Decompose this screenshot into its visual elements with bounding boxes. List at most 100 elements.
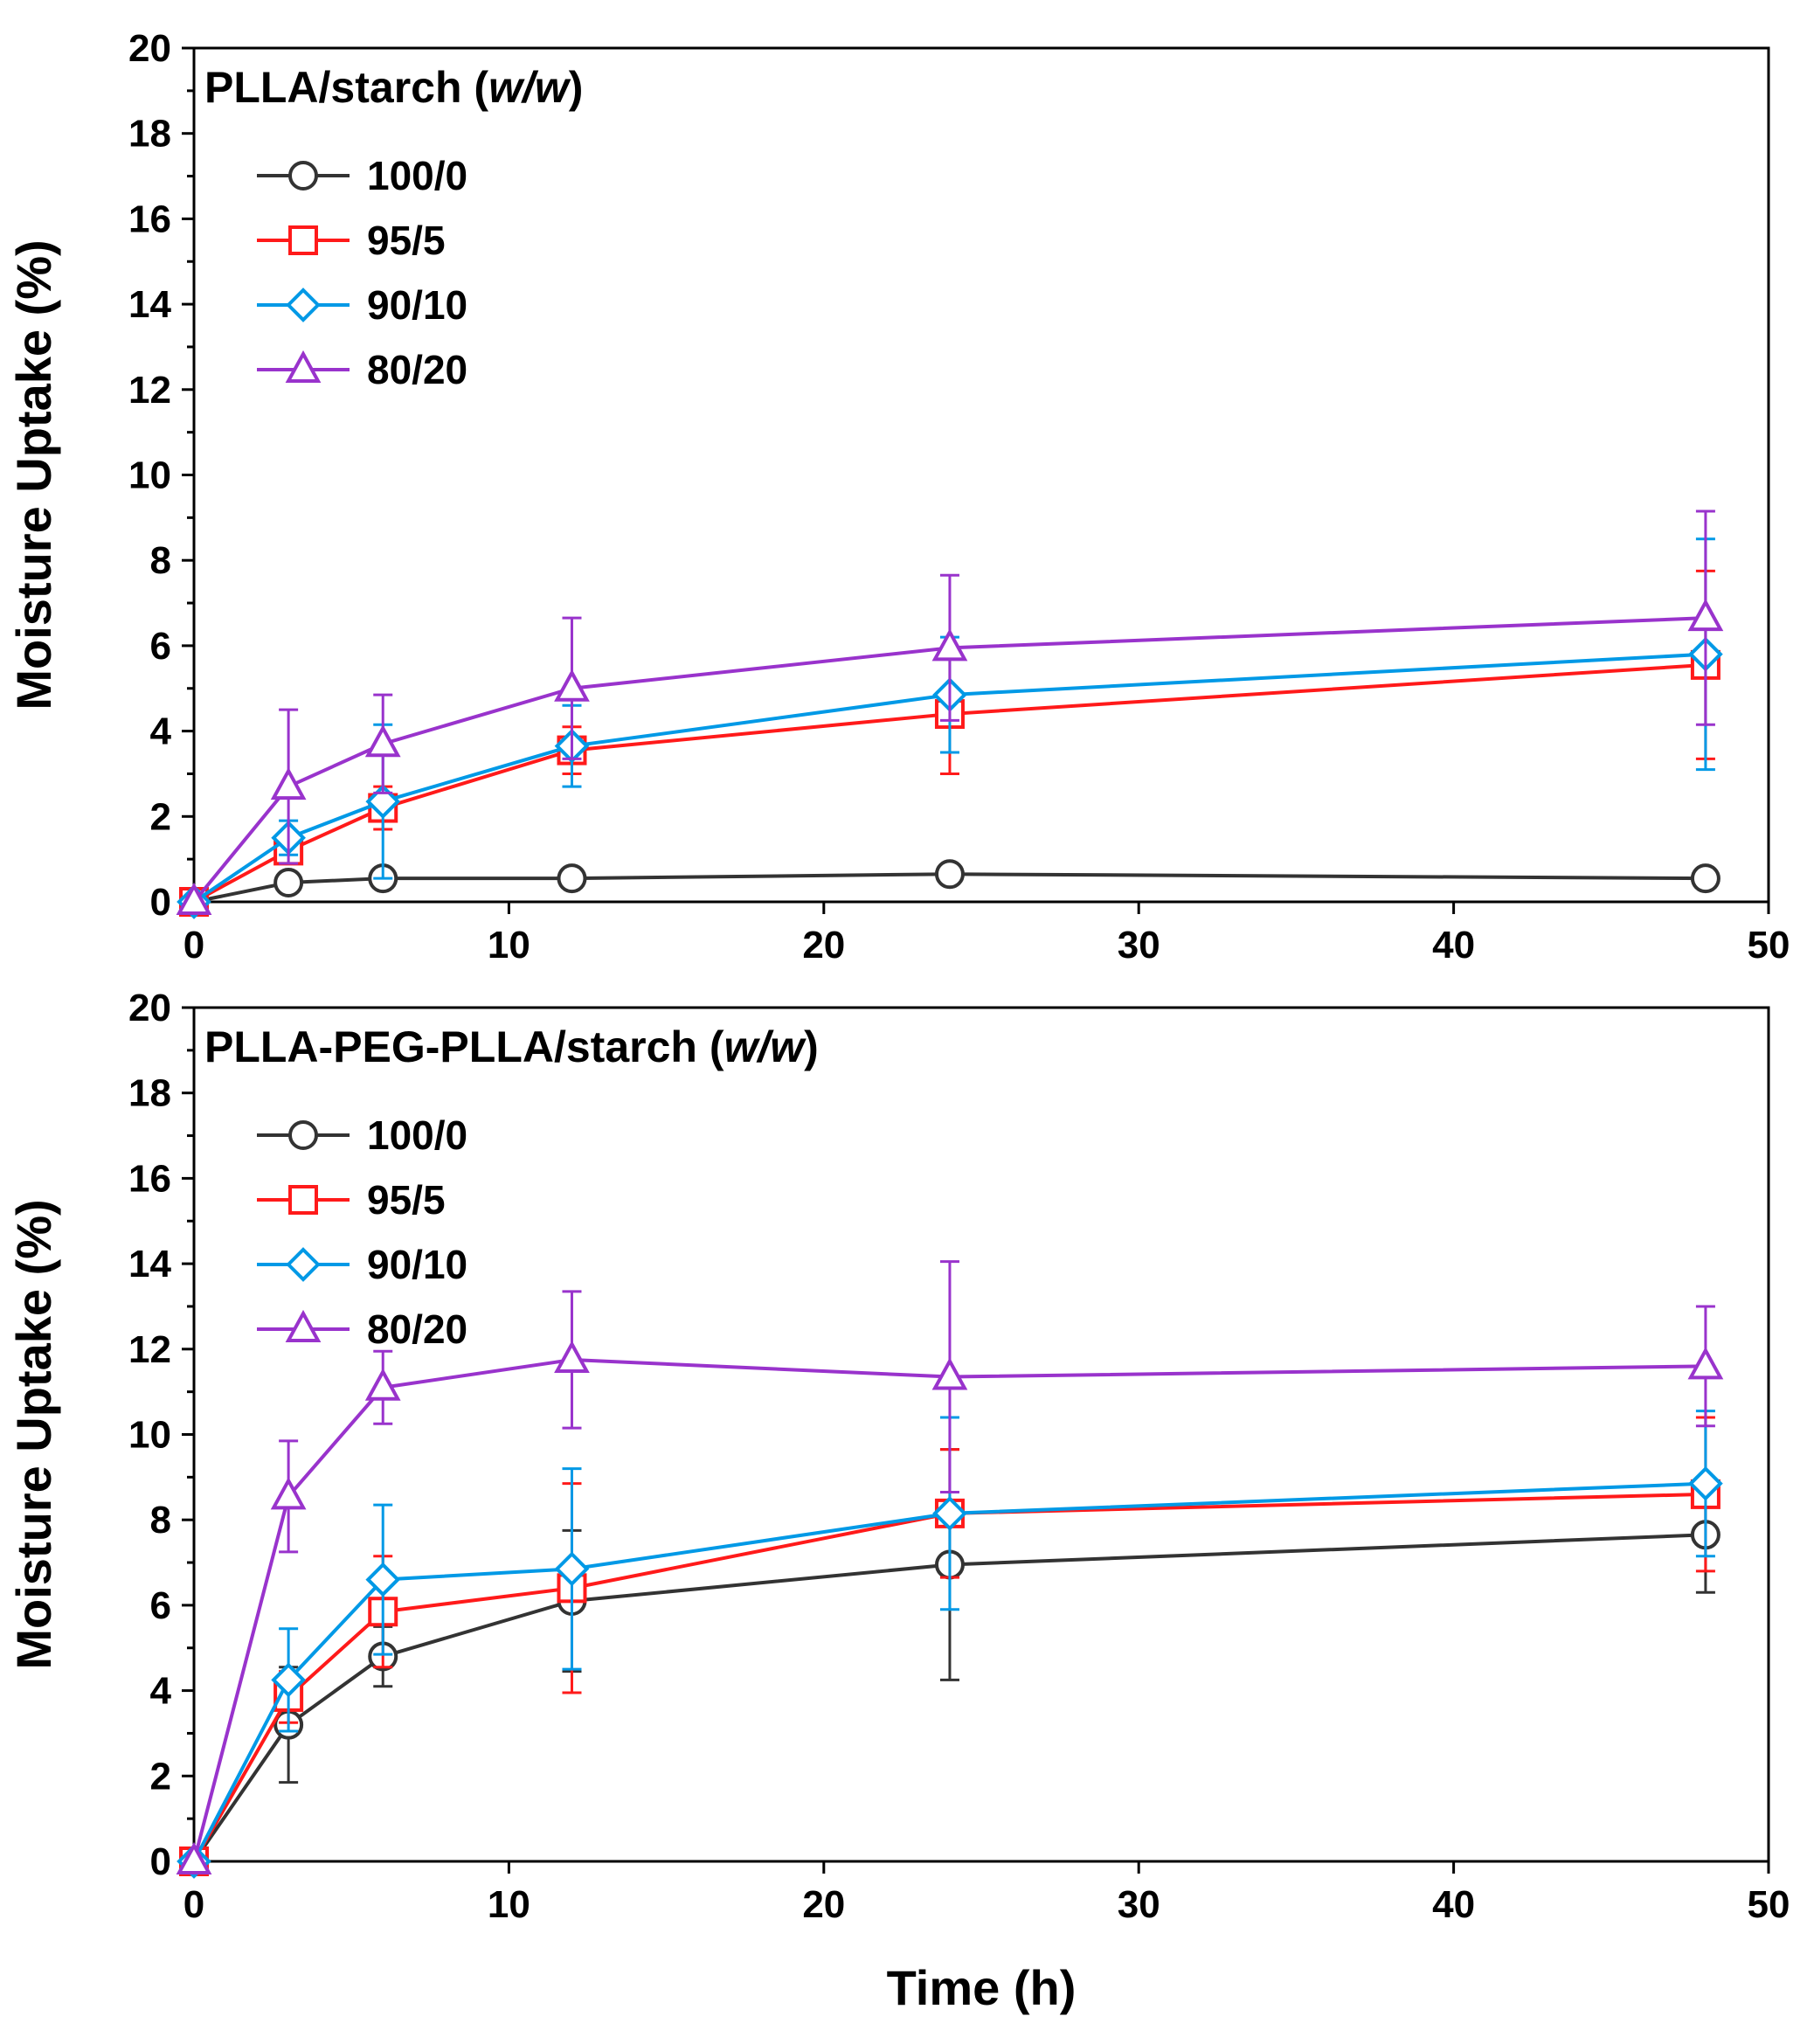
chart-1-data-point xyxy=(931,1357,968,1390)
chart-1-legend-entry: 95/5 xyxy=(257,1177,446,1223)
chart-1-title-main: PLLA-PEG-PLLA/starch ( xyxy=(204,1022,724,1071)
chart-0-legend-entry: 100/0 xyxy=(257,153,467,198)
chart-0-series-100-0 xyxy=(179,859,1720,917)
chart-1-legend-marker xyxy=(288,1120,318,1150)
chart-1-y-tick-label: 2 xyxy=(150,1755,171,1798)
chart-1-y-tick-label: 18 xyxy=(128,1072,171,1115)
chart-0-legend-marker xyxy=(288,161,318,191)
chart-0-x-tick-label: 10 xyxy=(488,924,530,967)
chart-0-x-tick-label: 40 xyxy=(1432,924,1475,967)
chart-0-y-tick-label: 16 xyxy=(128,197,171,240)
chart-0-y-tick-label: 0 xyxy=(150,881,171,924)
chart-1-data-point xyxy=(365,1562,401,1597)
chart-0-y-tick-label: 2 xyxy=(150,795,171,838)
chart-1-x-tick-label: 50 xyxy=(1748,1883,1790,1926)
chart-0-y-tick-label: 4 xyxy=(150,710,172,753)
chart-1-x-axis-label: Time (h) xyxy=(887,1960,1077,2015)
chart-1-y-tick-label: 16 xyxy=(128,1157,171,1200)
chart-1-y-tick-label: 14 xyxy=(128,1243,171,1285)
chart-0-title-main: PLLA/starch ( xyxy=(204,63,488,112)
chart-0-series-line xyxy=(192,652,1707,904)
chart-0-series-line xyxy=(193,872,1706,904)
chart-0-y-tick-label: 12 xyxy=(128,369,171,412)
chart-0-legend-marker xyxy=(286,288,321,322)
chart-1-data-point xyxy=(554,1551,590,1587)
chart-1-y-tick-label: 4 xyxy=(150,1670,172,1713)
chart-1-series-line xyxy=(192,1481,1706,1862)
chart-0-y-tick-label: 10 xyxy=(128,454,171,497)
chart-0-series-line xyxy=(193,662,1707,904)
chart-1-legend-marker xyxy=(286,1247,321,1282)
chart-1-data-point xyxy=(176,1841,212,1874)
chart-1-x-tick-label: 30 xyxy=(1118,1883,1160,1926)
chart-1-data-point xyxy=(554,1340,590,1374)
chart-1-data-point xyxy=(1688,1465,1723,1501)
chart-0-legend-label: 95/5 xyxy=(367,218,446,263)
chart-1-data-point xyxy=(1687,1347,1724,1380)
chart-1-legend-label: 80/20 xyxy=(367,1306,467,1352)
chart-0-y-tick-label: 14 xyxy=(128,283,171,326)
chart-0-x-tick-label: 20 xyxy=(802,924,845,967)
chart-1-series-80-20 xyxy=(176,1260,1724,1874)
chart-1-legend-entry: 90/10 xyxy=(257,1242,467,1287)
chart-0-series-80-20 xyxy=(176,509,1724,915)
chart-0-y-tick-label: 8 xyxy=(150,539,171,582)
chart-1-legend-marker xyxy=(288,1185,318,1215)
chart-0-y-tick-label: 20 xyxy=(128,27,171,70)
chart-1-legend-entry: 100/0 xyxy=(257,1112,467,1158)
chart-0-legend-label: 80/20 xyxy=(367,347,467,392)
chart-1-series-line xyxy=(192,1492,1706,1862)
chart-1-data-point xyxy=(364,1368,401,1401)
chart-0-y-tick-label: 6 xyxy=(150,625,171,668)
chart-1-data-point xyxy=(270,1477,307,1510)
chart-1-x-tick-label: 40 xyxy=(1432,1883,1475,1926)
chart-1-legend-label: 90/10 xyxy=(367,1242,467,1287)
bottom-chart-plla-peg-plla-starch: 0 2 4 6 8 10 12 14 16 18 20 0 10 20 30 40 50 Moisture Upt… xyxy=(6,987,1790,2015)
chart-1-title-italic: w/w xyxy=(723,1022,807,1071)
chart-1-x-tick-label: 10 xyxy=(488,1883,530,1926)
chart-1-title-close: ) xyxy=(804,1022,819,1071)
chart-0-legend-marker xyxy=(285,350,322,383)
chart-1-y-tick-label: 8 xyxy=(150,1499,171,1542)
chart-0-data-point xyxy=(273,868,304,898)
chart-0-title-close: ) xyxy=(569,63,584,112)
chart-0-data-point xyxy=(931,628,968,662)
chart-0-legend-label: 100/0 xyxy=(367,153,467,198)
chart-0-data-point xyxy=(176,882,212,915)
chart-1-x-tick-label: 0 xyxy=(183,1883,204,1926)
chart-0-data-point xyxy=(364,724,401,758)
chart-0-legend-marker xyxy=(288,225,318,255)
chart-1-title: PLLA-PEG-PLLA/starch (w/w) xyxy=(204,1022,819,1071)
chart-0-title-italic: w/w xyxy=(488,63,571,112)
chart-0-x-tick-label: 50 xyxy=(1748,924,1790,967)
chart-0-data-point xyxy=(1690,863,1720,894)
chart-0-x-tick-label: 0 xyxy=(183,924,204,967)
chart-1-series-line xyxy=(192,1533,1706,1863)
chart-1-y-tick-label: 10 xyxy=(128,1414,171,1457)
chart-0-title: PLLA/starch (w/w) xyxy=(204,63,583,112)
chart-0-legend-label: 90/10 xyxy=(367,282,467,328)
chart-0-data-point xyxy=(270,766,307,800)
chart-0-legend-entry: 95/5 xyxy=(257,218,446,263)
chart-1-legend-label: 95/5 xyxy=(367,1177,446,1223)
chart-0-series-line xyxy=(192,616,1706,904)
chart-0-legend-entry: 80/20 xyxy=(257,347,467,392)
chart-0-y-tick-label: 18 xyxy=(128,113,171,156)
chart-1-legend-marker xyxy=(285,1309,322,1342)
chart-1-series-line xyxy=(192,1358,1706,1862)
chart-0-x-tick-label: 30 xyxy=(1118,924,1160,967)
chart-0-data-point xyxy=(557,863,587,894)
chart-0-y-axis-label: Moisture Uptake (%) xyxy=(6,239,61,710)
chart-1-y-tick-label: 6 xyxy=(150,1584,171,1627)
top-chart-plla-starch: 0 2 4 6 8 10 12 14 16 18 20 0 10 20 30 40 50 Moisture Upt… xyxy=(6,27,1790,967)
chart-1-data-point xyxy=(932,1496,967,1531)
chart-1-y-axis-label: Moisture Uptake (%) xyxy=(6,1199,61,1669)
chart-0-data-point xyxy=(1687,598,1724,632)
chart-1-y-tick-label: 12 xyxy=(128,1328,171,1371)
chart-1-y-tick-label: 0 xyxy=(150,1840,171,1883)
chart-1-legend-entry: 80/20 xyxy=(257,1306,467,1352)
chart-0-data-point xyxy=(934,859,965,890)
chart-1-legend-label: 100/0 xyxy=(367,1112,467,1158)
chart-0-data-point xyxy=(554,669,590,702)
